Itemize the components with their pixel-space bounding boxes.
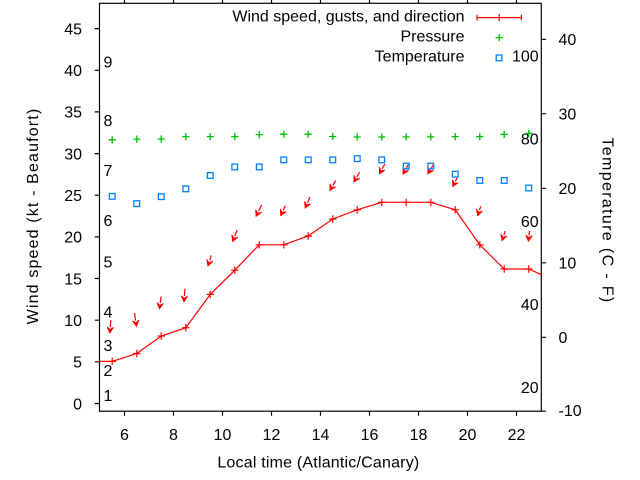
svg-text:20: 20: [521, 380, 539, 397]
svg-text:Wind speed, gusts, and directi: Wind speed, gusts, and direction: [232, 9, 464, 26]
svg-text:10: 10: [64, 313, 82, 330]
svg-text:Local time (Atlantic/Canary): Local time (Atlantic/Canary): [217, 454, 419, 471]
svg-text:10: 10: [559, 256, 577, 273]
svg-text:1: 1: [104, 388, 113, 405]
svg-text:60: 60: [521, 214, 539, 231]
svg-text:Temperature: Temperature: [375, 49, 465, 66]
svg-text:100: 100: [512, 49, 539, 66]
svg-text:40: 40: [64, 63, 82, 80]
svg-text:16: 16: [361, 427, 379, 444]
svg-text:Temperature (C - F): Temperature (C - F): [598, 137, 615, 303]
svg-text:6: 6: [120, 427, 129, 444]
svg-text:Pressure: Pressure: [400, 29, 464, 46]
svg-text:2: 2: [104, 363, 113, 380]
svg-text:8: 8: [169, 427, 178, 444]
svg-text:30: 30: [559, 107, 577, 124]
svg-text:0: 0: [73, 396, 82, 413]
svg-text:4: 4: [104, 305, 113, 322]
svg-text:15: 15: [64, 271, 82, 288]
svg-text:8: 8: [104, 113, 113, 130]
svg-text:40: 40: [559, 32, 577, 49]
svg-text:14: 14: [312, 427, 330, 444]
svg-text:18: 18: [410, 427, 428, 444]
svg-text:80: 80: [521, 131, 539, 148]
svg-text:25: 25: [64, 188, 82, 205]
svg-text:20: 20: [64, 230, 82, 247]
svg-text:0: 0: [559, 330, 568, 347]
svg-text:30: 30: [64, 146, 82, 163]
svg-text:12: 12: [263, 427, 281, 444]
svg-text:9: 9: [104, 55, 113, 72]
svg-text:45: 45: [64, 21, 82, 38]
svg-text:3: 3: [104, 338, 113, 355]
svg-text:5: 5: [104, 255, 113, 272]
svg-text:22: 22: [508, 427, 526, 444]
svg-text:5: 5: [73, 355, 82, 372]
svg-text:Wind speed (kt - Beaufort): Wind speed (kt - Beaufort): [25, 108, 42, 325]
svg-text:6: 6: [104, 213, 113, 230]
svg-text:40: 40: [521, 297, 539, 314]
svg-text:7: 7: [104, 163, 113, 180]
svg-text:10: 10: [214, 427, 232, 444]
svg-text:-10: -10: [559, 403, 582, 420]
svg-text:20: 20: [559, 181, 577, 198]
svg-text:35: 35: [64, 105, 82, 122]
svg-text:20: 20: [459, 427, 477, 444]
